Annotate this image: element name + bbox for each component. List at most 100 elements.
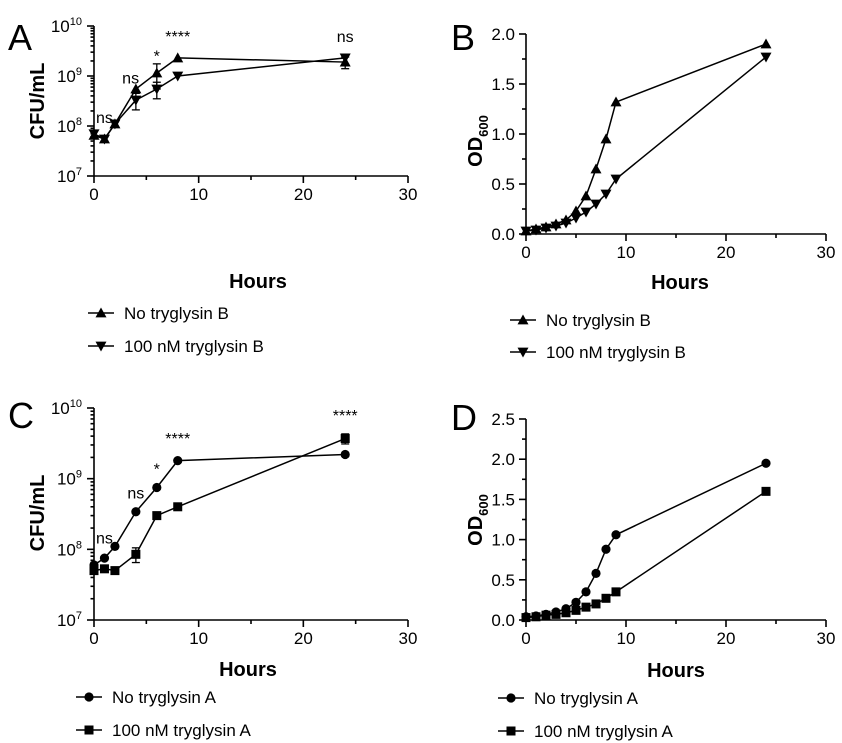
- panel-letter: B: [451, 17, 475, 58]
- y-axis-label: OD600: [465, 494, 491, 546]
- data-point: [109, 119, 121, 130]
- panel-a: A0 10 20 301071081091010CFU/mLHoursnsns****…: [8, 16, 417, 356]
- y-tick-label: 2.0: [491, 450, 515, 469]
- x-axis-label: Hours: [229, 271, 287, 293]
- x-tick-label: 10: [189, 185, 208, 204]
- legend-marker: [84, 725, 94, 735]
- legend-label: No tryglysin B: [546, 311, 651, 330]
- x-tick-label: 30: [817, 243, 836, 262]
- data-point: [571, 597, 581, 607]
- data-point: [561, 608, 571, 618]
- data-point: [131, 549, 141, 559]
- x-tick-label: 30: [399, 185, 418, 204]
- data-point: [521, 613, 531, 623]
- data-point: [340, 434, 350, 444]
- significance-label: ****: [165, 29, 190, 46]
- y-tick-label: 109: [57, 66, 82, 86]
- significance-label: ns: [122, 71, 139, 88]
- data-point: [610, 96, 622, 107]
- data-point: [541, 610, 551, 620]
- data-point: [110, 566, 120, 576]
- data-point: [172, 52, 184, 63]
- x-tick-label: 30: [817, 629, 836, 648]
- x-tick-label: 0: [521, 243, 530, 262]
- data-point: [339, 53, 351, 64]
- legend-marker: [506, 726, 516, 736]
- significance-label: ****: [333, 408, 358, 425]
- y-tick-label: 1.0: [491, 125, 515, 144]
- legend-entry: 100 nM tryglysin A: [498, 722, 674, 741]
- legend-marker: [517, 347, 529, 358]
- y-tick-label: 108: [57, 116, 82, 136]
- data-point: [151, 84, 163, 95]
- data-point: [98, 134, 110, 145]
- y-tick-label: 0.0: [491, 611, 515, 630]
- panel-letter: C: [8, 395, 34, 436]
- x-axis-label: Hours: [647, 660, 705, 682]
- data-point: [131, 507, 141, 517]
- y-axis-label: OD600: [465, 115, 491, 167]
- y-tick-label: 0.0: [491, 225, 515, 244]
- series-line: [525, 56, 767, 232]
- y-tick-label: 1010: [51, 398, 82, 418]
- y-tick-label: 1010: [51, 16, 82, 36]
- data-point: [173, 456, 183, 466]
- y-tick-label: 1.5: [491, 75, 515, 94]
- series-line: [93, 453, 346, 566]
- data-point: [761, 458, 771, 468]
- data-point: [590, 163, 602, 174]
- legend-label: 100 nM tryglysin A: [112, 721, 252, 740]
- data-point: [130, 95, 142, 106]
- data-point: [531, 612, 541, 622]
- legend-label: No tryglysin B: [124, 304, 229, 323]
- data-point: [551, 609, 561, 619]
- legend-entry: 100 nM tryglysin B: [510, 343, 686, 362]
- legend-entry: 100 nM tryglysin A: [76, 721, 252, 740]
- data-point: [590, 199, 602, 210]
- significance-label: ns: [96, 531, 113, 548]
- data-point: [571, 605, 581, 615]
- x-tick-label: 20: [717, 243, 736, 262]
- y-tick-label: 1.5: [491, 490, 515, 509]
- x-tick-label: 20: [717, 629, 736, 648]
- panel-letter: D: [451, 397, 477, 438]
- significance-label: ns: [96, 110, 113, 127]
- legend-entry: No tryglysin B: [88, 304, 229, 323]
- series-1: [520, 38, 772, 236]
- panel-c: C0 10 20 301071081091010CFU/mLHoursnsns****…: [8, 395, 417, 740]
- data-point: [611, 587, 621, 597]
- data-point: [600, 189, 612, 200]
- y-axis-label: CFU/mL: [27, 475, 49, 552]
- data-point: [581, 587, 591, 597]
- data-point: [611, 530, 621, 540]
- legend-label: 100 nM tryglysin A: [534, 722, 674, 741]
- data-point: [550, 221, 562, 232]
- x-tick-label: 0: [89, 629, 98, 648]
- data-point: [760, 52, 772, 63]
- data-point: [130, 83, 142, 94]
- data-point: [760, 38, 772, 49]
- panel-d: D 0 10 20 30 0.0 0.5 1.0 1.5 2.0 2.5 OD600 Hours No t…: [451, 397, 835, 741]
- legend-label: No tryglysin A: [112, 688, 217, 707]
- x-tick-label: 0: [89, 185, 98, 204]
- panel-letter: A: [8, 17, 32, 58]
- data-point: [88, 129, 100, 140]
- data-point: [601, 544, 611, 554]
- data-point: [152, 511, 162, 521]
- data-point: [173, 502, 183, 512]
- y-tick-label: 2.5: [491, 410, 515, 429]
- legend-marker: [517, 314, 529, 325]
- legend-marker: [95, 307, 107, 318]
- legend-label: No tryglysin A: [534, 689, 639, 708]
- y-tick-label: 1.0: [491, 531, 515, 550]
- data-point: [110, 541, 120, 552]
- series-line: [525, 43, 767, 232]
- series-2: [88, 53, 351, 145]
- legend-marker: [95, 341, 107, 352]
- data-point: [601, 593, 611, 603]
- series-2: [520, 52, 772, 237]
- data-point: [600, 133, 612, 144]
- data-point: [151, 67, 163, 78]
- legend-entry: No tryglysin B: [510, 311, 651, 330]
- series-2: [521, 486, 771, 623]
